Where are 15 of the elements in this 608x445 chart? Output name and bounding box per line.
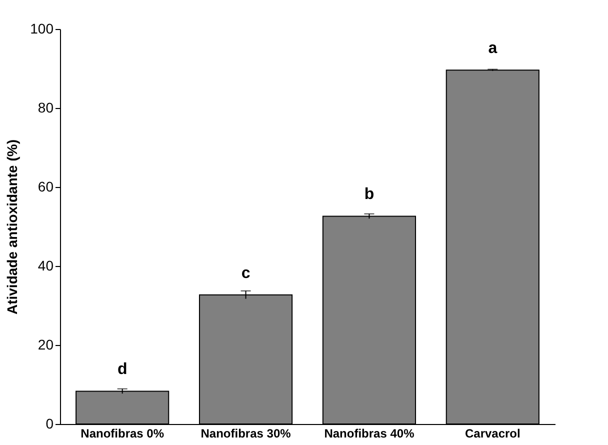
x-tick-label: Carvacrol <box>464 426 520 440</box>
annotation: a <box>488 40 498 58</box>
y-tick-label: 60 <box>38 178 54 194</box>
y-tick-label: 80 <box>38 100 54 116</box>
x-tick-label: Nanofibras 40% <box>324 426 415 440</box>
x-tick-label: Nanofibras 30% <box>200 426 292 440</box>
y-tick-label: 100 <box>30 20 54 36</box>
y-tick-label: 0 <box>46 416 54 432</box>
y-axis-title: Atividade antioxidante (%) <box>4 139 20 315</box>
x-tick-label: Nanofibras 0% <box>80 426 164 440</box>
annotation: c <box>241 264 250 282</box>
y-tick-label: 20 <box>38 336 54 352</box>
y-tick-label: 40 <box>38 258 54 274</box>
annotation: b <box>364 186 374 204</box>
annotation: d <box>117 361 128 378</box>
